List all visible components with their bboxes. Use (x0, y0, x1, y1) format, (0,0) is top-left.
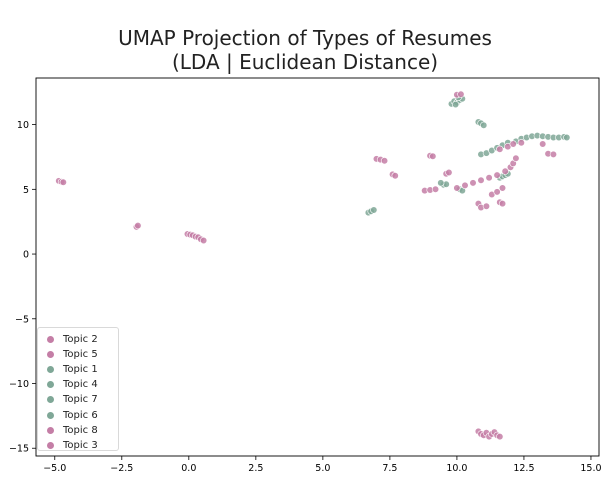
data-point-series-5-14 (563, 133, 571, 142)
legend-label: Topic 7 (63, 394, 98, 406)
data-point-series-7-9 (498, 200, 507, 208)
legend-item-topic-1: Topic 1 (38, 362, 118, 377)
data-point-series-0-4 (134, 222, 142, 230)
legend-marker (47, 351, 54, 359)
data-point-series-0-9 (429, 152, 437, 160)
data-point-series-3-5 (452, 100, 460, 109)
plot-frame (35, 77, 600, 457)
data-point-series-6-4 (445, 168, 453, 177)
data-point-series-6-15 (496, 145, 504, 153)
legend-item-topic-3: Topic 3 (38, 438, 118, 453)
y-tick-label: −15 (9, 444, 29, 455)
data-point-series-6-9 (485, 174, 493, 182)
data-point-series-2-7 (437, 179, 445, 187)
legend-item-topic-5: Topic 5 (38, 347, 118, 362)
data-point-series-7-4 (482, 202, 491, 210)
legend-marker (47, 426, 54, 434)
legend-marker (47, 366, 54, 374)
legend-marker (47, 411, 54, 419)
data-point-series-6-19 (539, 140, 547, 148)
chart-title-line-2: (LDA | Euclidean Distance) (171, 50, 439, 74)
data-point-series-4-2 (480, 121, 488, 129)
data-point-series-6-6 (461, 181, 469, 189)
legend-label: Topic 3 (63, 439, 98, 451)
data-point-series-6-8 (477, 176, 485, 184)
data-point-series-1-6 (380, 157, 389, 165)
data-point-series-6-10 (493, 171, 501, 179)
x-tick-label: 10.0 (446, 463, 467, 474)
data-point-series-2-2 (370, 206, 378, 214)
data-point-series-6-2 (431, 185, 440, 193)
data-point-series-6-17 (509, 140, 517, 148)
y-tick-label: −5 (15, 314, 29, 325)
x-tick-label: 15.0 (580, 463, 601, 474)
legend-label: Topic 8 (63, 424, 98, 436)
data-point-series-7-1 (457, 90, 465, 98)
x-tick-label: 5.0 (315, 463, 330, 474)
data-point-series-1-3 (200, 236, 208, 245)
legend-item-topic-7: Topic 7 (38, 392, 118, 407)
data-point-series-0-2 (59, 178, 67, 186)
y-tick-label: −10 (9, 379, 29, 390)
legend-item-topic-8: Topic 8 (38, 423, 118, 438)
x-tick-label: 7.5 (382, 463, 397, 474)
data-point-series-6-21 (549, 150, 558, 158)
data-point-series-6-7 (469, 179, 477, 187)
legend-label: Topic 5 (63, 349, 98, 361)
y-tick-label: 5 (23, 185, 29, 196)
data-point-series-7-7 (498, 184, 507, 192)
data-point-series-6-18 (517, 139, 525, 147)
legend-label: Topic 1 (63, 364, 98, 376)
legend-marker (47, 441, 54, 449)
y-tick-label: 10 (17, 120, 29, 131)
x-tick-label: −5.0 (43, 463, 66, 474)
data-point-series-6-11 (501, 167, 509, 175)
data-point-series-7-6 (493, 188, 501, 196)
data-point-series-6-14 (512, 154, 520, 162)
data-point-series-7-18 (496, 433, 504, 441)
data-point-series-1-8 (391, 172, 399, 180)
x-tick-label: 2.5 (248, 463, 263, 474)
legend-label: Topic 4 (63, 379, 98, 391)
y-tick-label: 0 (23, 250, 29, 261)
x-tick-label: −2.5 (110, 463, 133, 474)
legend-marker (47, 381, 54, 389)
legend-item-topic-4: Topic 4 (38, 377, 118, 392)
x-tick-label: 0.0 (181, 463, 196, 474)
legend-marker (47, 396, 54, 404)
x-tick-label: 12.5 (513, 463, 534, 474)
legend-label: Topic 2 (63, 334, 98, 346)
legend-item-topic-2: Topic 2 (38, 332, 118, 347)
legend: Topic 2 Topic 5 Topic 1 Topic 4 Topic 7 … (37, 327, 119, 451)
legend-label: Topic 6 (63, 409, 98, 421)
legend-marker (47, 336, 54, 344)
chart-title-line-1: UMAP Projection of Types of Resumes (118, 26, 492, 50)
data-point-series-6-5 (453, 184, 461, 192)
legend-item-topic-6: Topic 6 (38, 407, 118, 422)
